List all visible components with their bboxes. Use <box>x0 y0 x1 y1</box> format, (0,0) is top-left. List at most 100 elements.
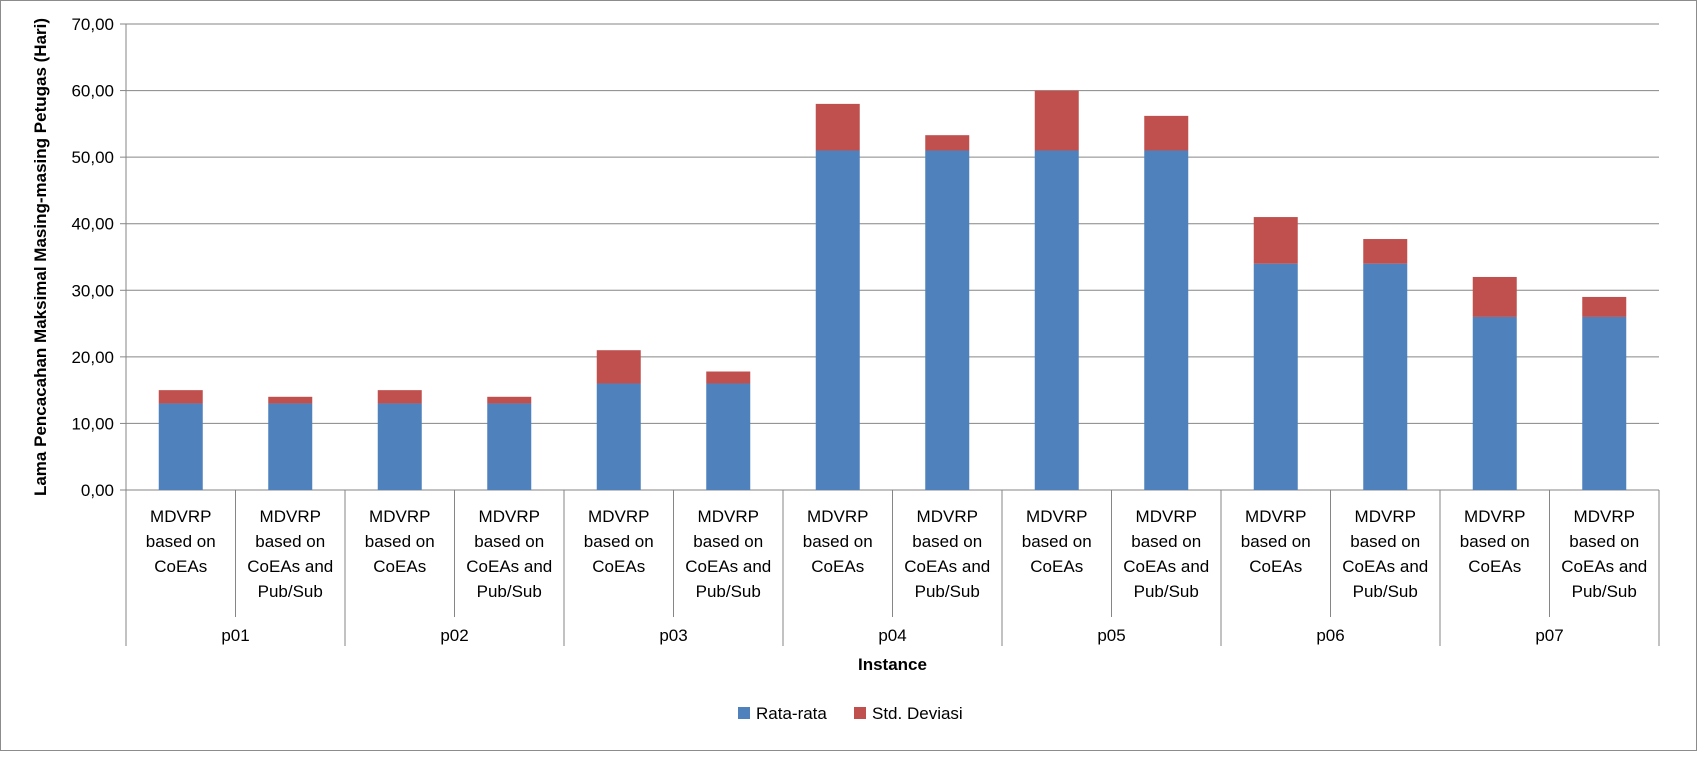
x-group-label: p04 <box>878 626 906 645</box>
x-group-label: p01 <box>221 626 249 645</box>
x-category-label-line: CoEAs <box>154 557 207 576</box>
x-category-label-line: MDVRP <box>917 507 978 526</box>
x-category-label: MDVRP based on CoEAs <box>146 507 216 576</box>
bar-std-deviasi <box>596 350 641 384</box>
x-category-label: MDVRP based on CoEAs <box>584 507 654 576</box>
x-category-label: MDVRP based on CoEAs <box>1460 507 1530 576</box>
x-category-label-line: CoEAs and <box>685 557 771 576</box>
x-category-label-line: based on <box>803 532 873 551</box>
bar-rata-rata <box>815 150 860 490</box>
x-category-label-line: MDVRP <box>1464 507 1525 526</box>
bar-std-deviasi <box>268 396 313 404</box>
x-category-label: MDVRP based on CoEAs and Pub/Sub <box>247 507 333 601</box>
x-category-label-line: based on <box>693 532 763 551</box>
x-category-label-line: CoEAs and <box>1561 557 1647 576</box>
y-tick-label: 40,00 <box>71 215 114 234</box>
x-category-label-line: based on <box>1569 532 1639 551</box>
bar-rata-rata <box>487 403 532 490</box>
x-category-label-line: based on <box>365 532 435 551</box>
x-category-label-line: based on <box>1241 532 1311 551</box>
x-category-label: MDVRP based on CoEAs <box>365 507 435 576</box>
x-category-label-line: Pub/Sub <box>1353 582 1418 601</box>
x-category-label-line: Pub/Sub <box>1572 582 1637 601</box>
x-group-label: p06 <box>1316 626 1344 645</box>
bar-rata-rata <box>268 403 313 490</box>
x-category-label: MDVRP based on CoEAs and Pub/Sub <box>466 507 552 601</box>
x-category-label-line: MDVRP <box>260 507 321 526</box>
x-category-label-line: MDVRP <box>150 507 211 526</box>
x-category-label: MDVRP based on CoEAs and Pub/Sub <box>1561 507 1647 601</box>
x-category-label-line: MDVRP <box>369 507 430 526</box>
bar-std-deviasi <box>1363 239 1408 264</box>
x-category-label-line: MDVRP <box>807 507 868 526</box>
x-group-label: p03 <box>659 626 687 645</box>
x-axis-title: Instance <box>858 655 927 674</box>
x-category-label-line: MDVRP <box>1245 507 1306 526</box>
x-category-label-line: based on <box>1131 532 1201 551</box>
x-category-label-line: CoEAs <box>592 557 645 576</box>
x-category-label-line: MDVRP <box>479 507 540 526</box>
x-category-label: MDVRP based on CoEAs <box>1022 507 1092 576</box>
x-category-label-line: Pub/Sub <box>477 582 542 601</box>
x-category-label-line: based on <box>1022 532 1092 551</box>
bar-rata-rata <box>1253 263 1298 490</box>
bar-rata-rata <box>158 403 203 490</box>
x-category-label-line: MDVRP <box>1574 507 1635 526</box>
bar-std-deviasi <box>158 390 203 404</box>
x-category-label-line: MDVRP <box>1136 507 1197 526</box>
x-category-label: MDVRP based on CoEAs and Pub/Sub <box>1123 507 1209 601</box>
legend-swatch <box>854 707 866 719</box>
x-category-label-line: Pub/Sub <box>915 582 980 601</box>
bar-rata-rata <box>925 150 970 490</box>
y-tick-label: 0,00 <box>81 481 114 500</box>
x-category-label: MDVRP based on CoEAs <box>1241 507 1311 576</box>
x-category-label-line: MDVRP <box>588 507 649 526</box>
y-tick-label: 60,00 <box>71 82 114 101</box>
bar-std-deviasi <box>706 371 751 384</box>
x-category-label-line: based on <box>474 532 544 551</box>
x-category-label-line: based on <box>584 532 654 551</box>
x-category-label-line: CoEAs <box>373 557 426 576</box>
bar-std-deviasi <box>487 396 532 404</box>
bar-std-deviasi <box>815 103 860 151</box>
x-category-label: MDVRP based on CoEAs and Pub/Sub <box>685 507 771 601</box>
x-category-label-line: CoEAs <box>1468 557 1521 576</box>
x-category-label-line: CoEAs <box>1249 557 1302 576</box>
x-group-label: p05 <box>1097 626 1125 645</box>
bar-rata-rata <box>377 403 422 490</box>
y-tick-label: 50,00 <box>71 148 114 167</box>
x-category-label: MDVRP based on CoEAs and Pub/Sub <box>1342 507 1428 601</box>
x-category-label-line: Pub/Sub <box>258 582 323 601</box>
x-category-label-line: CoEAs and <box>466 557 552 576</box>
x-category-label-line: based on <box>1460 532 1530 551</box>
x-category-label-line: Pub/Sub <box>696 582 761 601</box>
bar-std-deviasi <box>1034 90 1079 151</box>
x-category-label-line: Pub/Sub <box>1134 582 1199 601</box>
x-category-label-line: CoEAs <box>1030 557 1083 576</box>
x-category-label: MDVRP based on CoEAs and Pub/Sub <box>904 507 990 601</box>
x-category-label-line: CoEAs <box>811 557 864 576</box>
x-category-label-line: CoEAs and <box>1342 557 1428 576</box>
x-group-label: p02 <box>440 626 468 645</box>
bar-rata-rata <box>1472 316 1517 490</box>
bar-rata-rata <box>1144 150 1189 490</box>
y-tick-label: 10,00 <box>71 414 114 433</box>
bar-rata-rata <box>1363 263 1408 490</box>
x-category-label-line: MDVRP <box>1355 507 1416 526</box>
x-category-label-line: MDVRP <box>698 507 759 526</box>
bar-std-deviasi <box>925 135 970 151</box>
y-tick-label: 70,00 <box>71 15 114 34</box>
legend-label: Rata-rata <box>756 704 827 723</box>
bar-std-deviasi <box>1472 276 1517 317</box>
x-category-label-line: based on <box>912 532 982 551</box>
bar-rata-rata <box>1034 150 1079 490</box>
legend-label: Std. Deviasi <box>872 704 963 723</box>
x-category-label-line: CoEAs and <box>247 557 333 576</box>
bar-std-deviasi <box>1582 296 1627 317</box>
bar-std-deviasi <box>377 390 422 404</box>
x-category-label: MDVRP based on CoEAs <box>803 507 873 576</box>
bar-rata-rata <box>706 383 751 490</box>
bar-rata-rata <box>1582 316 1627 490</box>
